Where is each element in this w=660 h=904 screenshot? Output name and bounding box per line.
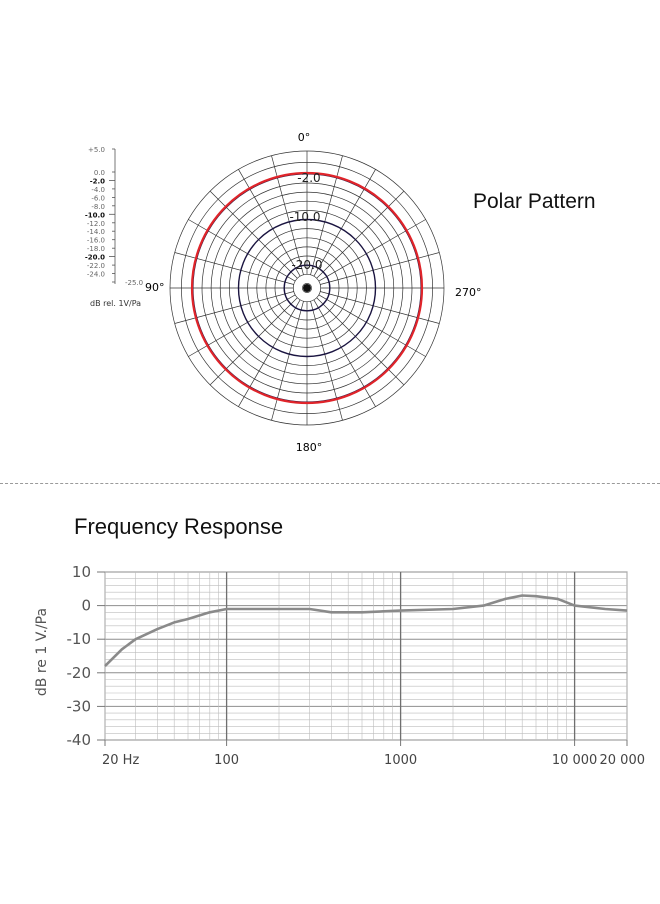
polar-ring bbox=[247, 228, 367, 348]
polar-ring bbox=[201, 182, 413, 394]
polar-angle-top: 0° bbox=[298, 131, 311, 144]
polar-ring bbox=[274, 255, 340, 321]
scale-label: -20.0 bbox=[85, 254, 105, 262]
x-tick-label: 10 000 bbox=[552, 753, 598, 768]
polar-ring bbox=[237, 218, 377, 358]
polar-grid bbox=[170, 151, 444, 425]
polar-spoke bbox=[316, 297, 405, 386]
scale-label: -14.0 bbox=[87, 228, 105, 236]
polar-ring bbox=[210, 191, 404, 385]
polar-spoke bbox=[174, 291, 294, 324]
scale-label: -8.0 bbox=[91, 203, 105, 211]
polar-ring bbox=[256, 237, 358, 339]
polar-spoke bbox=[271, 301, 304, 421]
polar-ring bbox=[181, 162, 433, 414]
polar-ring-label-2: -2.0 bbox=[297, 171, 320, 185]
polar-pattern-title: Polar Pattern bbox=[473, 190, 596, 213]
polar-spoke bbox=[318, 294, 426, 357]
polar-angle-right: 270° bbox=[455, 286, 482, 299]
polar-spoke bbox=[188, 294, 296, 357]
scale-label: -25.0 bbox=[125, 279, 143, 287]
polar-spoke bbox=[310, 301, 343, 421]
section-divider bbox=[0, 483, 660, 484]
y-tick-label: -40 bbox=[67, 731, 92, 749]
y-axis-label: dB re 1 V./Pa bbox=[34, 608, 50, 696]
polar-spoke bbox=[316, 190, 405, 279]
polar-ring bbox=[169, 150, 445, 426]
polar-ring-label-20: -20.0 bbox=[291, 258, 322, 272]
scale-label: -10.0 bbox=[85, 211, 105, 219]
polar-spoke bbox=[320, 252, 440, 285]
y-tick-label: -30 bbox=[67, 697, 92, 715]
frequency-grid bbox=[104, 571, 628, 741]
polar-spoke bbox=[318, 219, 426, 282]
polar-ring bbox=[302, 283, 312, 293]
frequency-response-title: Frequency Response bbox=[74, 514, 284, 539]
polar-spoke bbox=[238, 299, 301, 407]
scale-label: 0.0 bbox=[94, 169, 105, 177]
scale-label: -6.0 bbox=[91, 194, 105, 202]
scale-label: -2.0 bbox=[90, 178, 105, 186]
y-tick-label: 0 bbox=[81, 597, 91, 615]
scale-label: -22.0 bbox=[87, 262, 105, 270]
polar-spoke bbox=[313, 299, 376, 407]
polar-ring bbox=[219, 200, 395, 376]
x-tick-label: 20 000 bbox=[600, 753, 646, 768]
scale-label: +5.0 bbox=[88, 146, 105, 154]
y-axis-ticks: 10 0 -10 -20 -30 -40 bbox=[67, 563, 105, 749]
polar-ring bbox=[283, 264, 331, 312]
scale-label: -24.0 bbox=[87, 271, 105, 279]
x-tick-label: 100 bbox=[214, 753, 239, 768]
polar-spoke bbox=[310, 155, 343, 275]
polar-spoke bbox=[320, 291, 440, 324]
polar-spoke bbox=[238, 169, 301, 277]
polar-spoke bbox=[174, 252, 294, 285]
y-tick-label: 10 bbox=[72, 563, 91, 581]
polar-ring bbox=[292, 273, 322, 303]
frequency-response-line bbox=[104, 594, 628, 668]
polar-angle-bottom: 180° bbox=[296, 441, 323, 454]
x-tick-label: 1000 bbox=[384, 753, 417, 768]
polar-ring-label-10: -10.0 bbox=[289, 210, 320, 224]
polar-response-curve bbox=[190, 171, 424, 405]
x-axis-ticks: 20 Hz 100 1000 10 000 20 000 bbox=[102, 740, 645, 768]
polar-db-scale: +5.00.0-2.0-4.0-6.0-8.0-10.0-12.0-14.0-1… bbox=[85, 146, 143, 287]
scale-label: -18.0 bbox=[87, 245, 105, 253]
scale-label: -4.0 bbox=[91, 186, 105, 194]
polar-center-dot bbox=[303, 284, 311, 292]
scale-label: -12.0 bbox=[87, 220, 105, 228]
y-tick-label: -10 bbox=[67, 630, 92, 648]
scale-label: -16.0 bbox=[87, 237, 105, 245]
polar-pattern-chart: 0° 90° 270° 180° -2.0 -10.0 -20.0 +5.0 0.… bbox=[85, 131, 482, 454]
polar-spoke bbox=[209, 190, 298, 279]
polar-ring bbox=[229, 210, 385, 366]
y-tick-label: -20 bbox=[67, 664, 92, 682]
polar-spoke bbox=[188, 219, 296, 282]
polar-scale-unit: dB rel. 1V/Pa bbox=[90, 299, 141, 308]
x-tick-label: 20 Hz bbox=[102, 753, 139, 768]
polar-spoke bbox=[271, 155, 304, 275]
polar-spoke bbox=[209, 297, 298, 386]
polar-ring bbox=[265, 246, 349, 330]
polar-angle-left: 90° bbox=[145, 281, 165, 294]
polar-spoke bbox=[313, 169, 376, 277]
